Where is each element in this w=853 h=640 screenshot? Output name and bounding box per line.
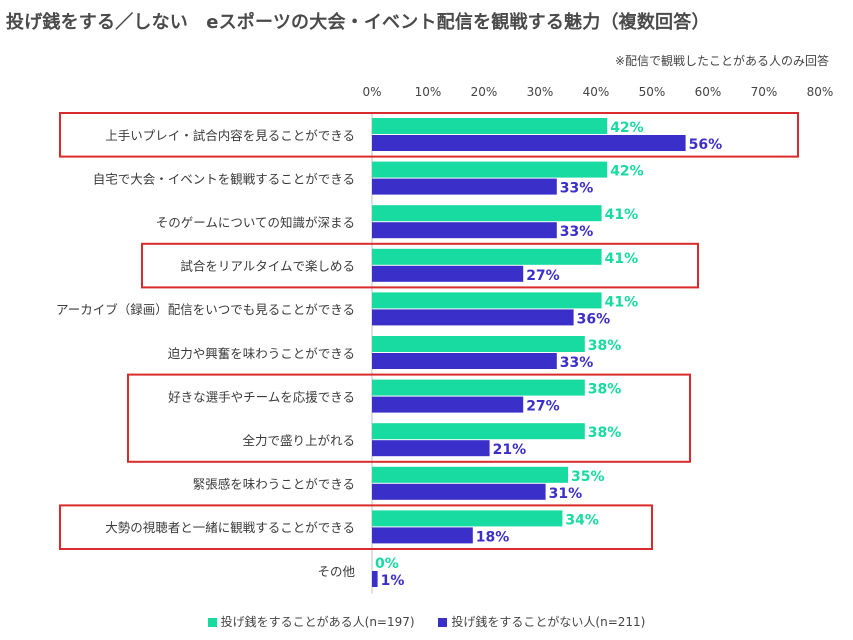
data-label-series2: 18% — [476, 529, 510, 545]
bar-series1 — [372, 292, 602, 309]
data-label-series1: 34% — [565, 512, 599, 528]
data-label-series1: 41% — [605, 251, 639, 267]
data-label-series1: 35% — [571, 469, 605, 485]
data-label-series2: 33% — [560, 224, 594, 240]
bar-series2 — [372, 483, 546, 500]
category-label: 迫力や興奮を味わうことができる — [168, 346, 355, 361]
bar-series2 — [372, 440, 490, 457]
x-tick-label: 40% — [583, 85, 610, 99]
bar-series1 — [372, 466, 568, 483]
bar-series1 — [372, 379, 585, 396]
bar-series2 — [372, 571, 378, 587]
legend-label-series1: 投げ銭をすることがある人(n=197) — [220, 615, 415, 629]
bar-series1 — [372, 205, 602, 222]
x-tick-label: 60% — [695, 85, 722, 99]
category-label: アーカイブ（録画）配信をいつでも見ることができる — [56, 302, 355, 317]
data-label-series1: 42% — [610, 120, 644, 136]
legend-label-series2: 投げ銭をすることがない人(n=211) — [451, 615, 646, 629]
category-label: 自宅で大会・イベントを観戦することができる — [93, 171, 355, 186]
bar-series2 — [372, 222, 557, 239]
bar-chart: 0% 10% 20% 30% 40% 50% 60% 70% 80% 上手いプレイ・試合内容を見る… — [56, 85, 834, 594]
bar-series2 — [372, 309, 574, 326]
category-label: 試合をリアルタイムで楽しめる — [180, 259, 355, 274]
legend: 投げ銭をすることがある人(n=197) 投げ銭をすることがない人(n=211) — [0, 613, 853, 630]
data-label-series1: 41% — [605, 207, 639, 223]
category-label: 緊張感を味わうことができる — [193, 477, 355, 492]
data-label-series2: 36% — [577, 311, 611, 327]
bar-series1 — [372, 510, 563, 527]
bar-series1 — [372, 161, 608, 178]
data-label-series2: 31% — [549, 486, 583, 502]
bar-series2 — [372, 353, 557, 369]
legend-swatch-series1 — [207, 618, 217, 627]
x-tick-label: 0% — [362, 85, 381, 99]
highlight-box — [59, 504, 653, 550]
legend-swatch-series2 — [438, 618, 448, 627]
data-label-series2: 21% — [493, 442, 527, 458]
data-label-series2: 27% — [526, 399, 560, 415]
bar-series1 — [372, 336, 585, 352]
x-tick-label: 20% — [471, 85, 498, 99]
chart-note: ※配信で観戦したことがある人のみ回答 — [614, 54, 829, 68]
bar-series1 — [372, 423, 585, 440]
highlight-box — [141, 242, 699, 289]
data-label-series2: 33% — [560, 181, 594, 197]
data-label-series1: 38% — [588, 338, 622, 354]
bar-series2 — [372, 527, 473, 544]
data-label-series2: 1% — [381, 573, 405, 589]
data-label-series1: 38% — [588, 382, 622, 398]
bar-series1 — [372, 248, 602, 265]
category-label: 全力で盛り上がれる — [242, 433, 355, 448]
bar-series2 — [372, 396, 524, 413]
category-label: 好きな選手やチームを応援できる — [168, 389, 355, 404]
x-tick-label: 50% — [639, 85, 666, 99]
x-tick-label: 30% — [527, 85, 554, 99]
bar-series1 — [372, 118, 608, 134]
legend-item-series2: 投げ銭をすることがない人(n=211) — [438, 613, 645, 630]
bar-series2 — [372, 178, 557, 195]
legend-item-series1: 投げ銭をすることがある人(n=197) — [207, 613, 415, 630]
highlight-box — [59, 112, 799, 158]
bar-series2 — [372, 135, 686, 151]
data-label-series1: 42% — [610, 164, 644, 180]
data-label-series1: 41% — [605, 294, 639, 310]
data-label-series2: 27% — [526, 268, 560, 284]
x-tick-label: 10% — [415, 85, 442, 99]
x-tick-label: 70% — [751, 85, 778, 99]
category-label: その他 — [317, 564, 355, 579]
data-label-series1: 38% — [588, 425, 622, 441]
category-label: そのゲームについての知識が深まる — [156, 215, 355, 230]
chart-title: 投げ銭をする／しない eスポーツの大会・イベント配信を観戦する魅力（複数回答） — [6, 12, 710, 33]
data-label-series2: 33% — [560, 355, 594, 371]
category-label: 大勢の視聴者と一緒に観戦することができる — [105, 520, 355, 535]
bar-series2 — [372, 265, 524, 282]
data-label-series1: 0% — [375, 556, 399, 572]
category-label: 上手いプレイ・試合内容を見ることができる — [105, 128, 355, 143]
highlight-box — [127, 373, 691, 463]
x-tick-label: 80% — [807, 85, 834, 99]
data-label-series2: 56% — [689, 137, 723, 153]
